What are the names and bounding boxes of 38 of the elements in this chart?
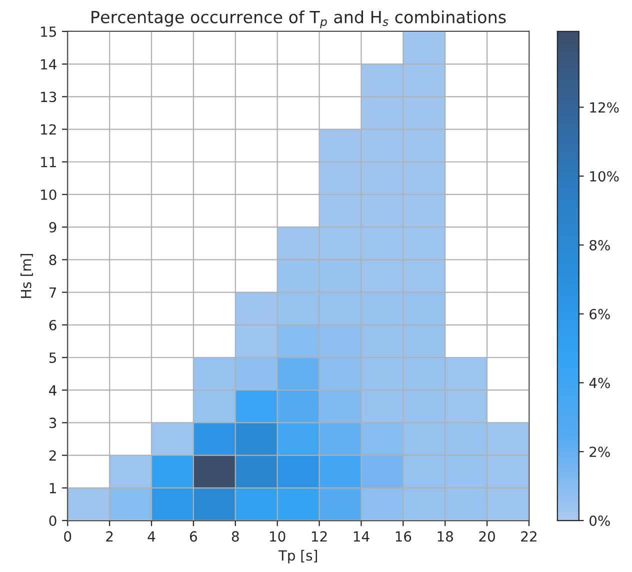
- y-axis-title: Hs [m]: [20, 254, 33, 298]
- x-tick-label: 22: [521, 531, 536, 542]
- chart-title: Percentage occurrence of T$_{p}$ and H$_{s}$ combinations: [92, 10, 506, 28]
- color-bar-label: 12%: [590, 102, 619, 113]
- y-tick-label: 3: [49, 418, 56, 428]
- x-tick-label: 8: [232, 531, 239, 542]
- y-tick-label: 10: [41, 189, 56, 200]
- y-tick-label: 4: [49, 385, 56, 396]
- y-tick-label: 12: [41, 124, 56, 135]
- x-tick-label: 2: [106, 531, 113, 542]
- y-tick-label: 6: [49, 320, 56, 330]
- x-tick-label: 14: [354, 531, 370, 542]
- x-tick-label: 12: [312, 531, 327, 542]
- y-tick-label: 14: [41, 59, 56, 70]
- x-tick-label: 6: [190, 531, 197, 542]
- color-bar-label: 8%: [590, 240, 610, 250]
- y-tick-label: 5: [49, 352, 56, 363]
- color-bar-label: 0%: [590, 515, 610, 526]
- x-tick-label: 10: [270, 531, 286, 542]
- x-tick-label: 0: [64, 531, 72, 542]
- x-tick-label: 4: [148, 531, 156, 542]
- x-tick-label: 18: [438, 531, 453, 542]
- color-bar-label: 10%: [590, 171, 619, 182]
- y-tick-label: 7: [50, 287, 56, 298]
- y-tick-label: 2: [49, 450, 56, 461]
- x-axis-title: Tp [s]: [278, 550, 318, 564]
- x-tick-label: 16: [396, 531, 412, 542]
- y-tick-label: 9: [49, 222, 56, 233]
- color-bar-label: 2%: [590, 446, 610, 458]
- color-bar-label: 6%: [590, 308, 610, 320]
- y-tick-label: 11: [41, 157, 56, 168]
- y-tick-label: 1: [50, 483, 56, 494]
- color-bar-label: 4%: [589, 378, 610, 388]
- y-tick-label: 15: [41, 26, 56, 37]
- y-tick-label: 0: [49, 515, 56, 526]
- x-tick-label: 20: [479, 531, 495, 542]
- y-tick-label: 13: [41, 92, 56, 102]
- y-tick-label: 8: [49, 254, 56, 266]
